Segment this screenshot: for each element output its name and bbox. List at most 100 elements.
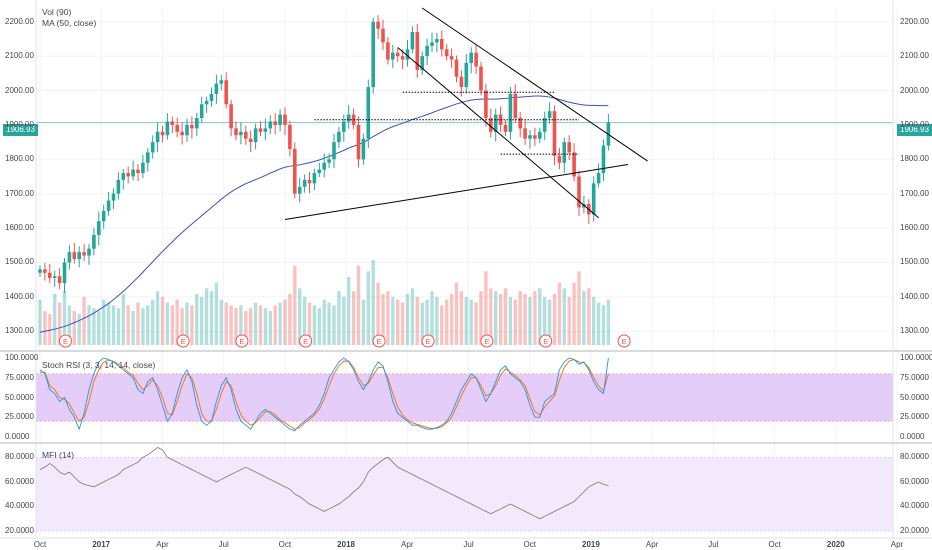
volume-bar: [400, 302, 405, 345]
earnings-marker: [176, 334, 190, 348]
channel-upper-trendline: [421, 7, 648, 162]
candle-body: [141, 162, 145, 174]
time-tick-label: Oct: [34, 540, 47, 549]
volume-bar: [244, 311, 248, 345]
candle-body: [449, 56, 454, 60]
volume-bar: [102, 299, 106, 345]
stoch-tick-label-right: 0.0000: [900, 432, 925, 442]
legend-vol[interactable]: Vol (90): [42, 7, 72, 17]
candle-body: [307, 179, 312, 184]
candle-body: [273, 121, 277, 125]
candle-body: [97, 221, 101, 235]
last-price-tag-left: 1906.93: [3, 124, 38, 136]
volume-bar: [459, 291, 464, 345]
earnings-marker: [480, 334, 494, 348]
candle-body: [131, 169, 135, 177]
mfi-tick-label-right: 20.0000: [900, 526, 929, 536]
volume-bar: [430, 291, 434, 345]
volume-bar: [317, 308, 321, 345]
price-tick-label-right: 1400.00: [900, 291, 929, 301]
volume-bar: [351, 291, 356, 345]
candle-body: [283, 114, 287, 125]
volume-bar: [347, 277, 351, 345]
volume-bar: [342, 296, 346, 345]
candle-body: [62, 262, 67, 284]
earnings-marker-label: E: [303, 337, 308, 346]
price-tick-label-left: 2200.00: [5, 16, 34, 26]
candle-body: [469, 52, 473, 64]
stoch-tick-label-left: 25.0000: [5, 412, 34, 422]
volume-bar: [440, 305, 444, 345]
stoch-lines: [39, 357, 609, 432]
candle-body: [552, 111, 557, 156]
earnings-marker: [539, 334, 553, 348]
price-tick-label-left: 2100.00: [5, 51, 34, 61]
candle-body: [116, 179, 121, 194]
volume-bar: [87, 305, 91, 345]
candle-body: [596, 173, 601, 184]
candle-body: [513, 93, 518, 119]
legend-stoch-rsi[interactable]: Stoch RSI (3, 3, 14, 14, close): [42, 360, 156, 370]
price-tick-label-left: 1900.00: [5, 119, 34, 129]
x-axis-labels: Oct 2017 Apr Jul Oct 2018 Apr Jul Oct 2019 Apr Jul O…: [34, 540, 904, 549]
mfi-tick-label-left: 60.0000: [5, 476, 34, 486]
volume-bar: [151, 299, 155, 345]
volume-bar: [263, 308, 268, 345]
price-tick-label-right: 1700.00: [900, 188, 929, 198]
mfi-value-line: [39, 446, 609, 520]
volume-bar: [219, 299, 223, 345]
volume-bar: [361, 299, 366, 345]
volume-bar: [253, 302, 258, 345]
volume-bar: [562, 288, 566, 345]
mfi-band-fill: [36, 457, 893, 532]
candle-body: [278, 114, 282, 125]
price-tick-label-left: 1400.00: [5, 291, 34, 301]
volume-bar: [484, 271, 488, 345]
candle-body: [224, 80, 228, 105]
candles: [38, 15, 611, 294]
candle-body: [106, 200, 111, 211]
volume-bar: [513, 299, 517, 345]
time-tick-label: Jul: [708, 540, 718, 549]
volume-bar: [204, 288, 209, 345]
volume-bar: [307, 302, 312, 345]
candle-body: [430, 42, 434, 46]
candle-body: [185, 124, 189, 136]
volume-bar: [234, 308, 238, 345]
volume-bar: [283, 299, 287, 345]
candle-body: [126, 173, 130, 177]
legend-ma[interactable]: MA (50, close): [42, 18, 97, 28]
earnings-marker-label: E: [377, 337, 382, 346]
volume-bar: [405, 294, 410, 345]
candle-body: [435, 38, 439, 43]
volume-bar: [214, 282, 219, 345]
earnings-marker: [617, 334, 631, 348]
volume-bar: [224, 302, 228, 345]
earnings-marker-label: E: [63, 337, 68, 346]
mfi-tick-label-right: 80.0000: [900, 452, 929, 462]
time-tick-label: Oct: [768, 540, 781, 549]
price-tick-label-right: 1500.00: [900, 257, 929, 267]
candle-body: [297, 186, 302, 194]
legend-mfi[interactable]: MFI (14): [42, 450, 75, 460]
candle-body: [38, 269, 42, 273]
mfi-band: [36, 457, 893, 532]
channel-lower-trendline: [397, 47, 599, 219]
volume-bar: [391, 296, 395, 345]
volume-bar: [577, 271, 581, 345]
volume-bar: [538, 288, 542, 345]
candle-body: [557, 155, 562, 163]
volume-bar: [410, 288, 415, 345]
volume-bar: [160, 296, 165, 345]
candle-body: [528, 135, 532, 139]
mfi-tick-label-left: 40.0000: [5, 501, 34, 511]
volume-bar: [302, 296, 307, 345]
volume-bar: [288, 294, 292, 345]
volume-bar: [273, 305, 277, 345]
candle-body: [400, 56, 405, 60]
volume-bar: [170, 305, 174, 345]
volume-bar: [366, 271, 370, 345]
price-tick-label-right: 1600.00: [900, 223, 929, 233]
